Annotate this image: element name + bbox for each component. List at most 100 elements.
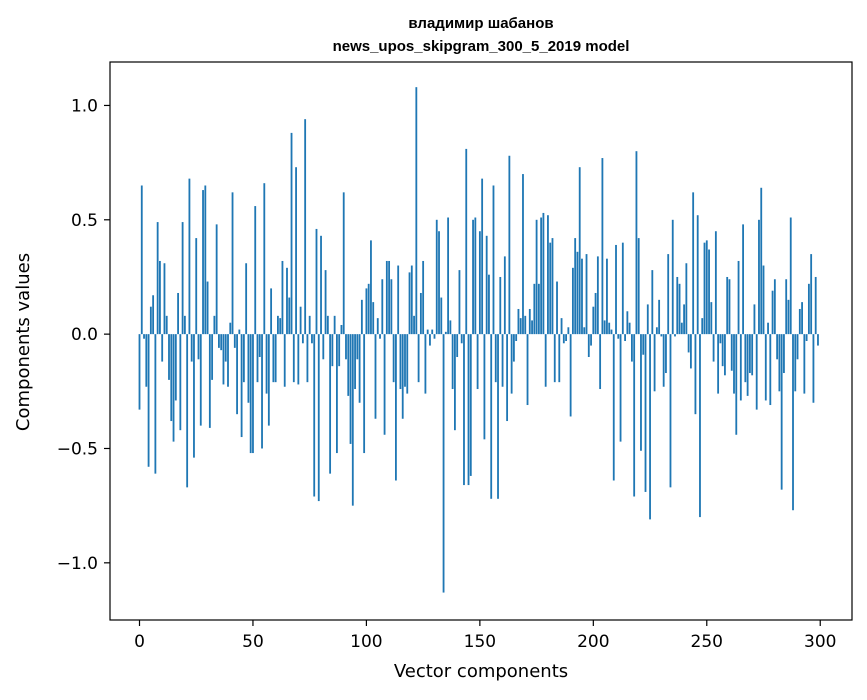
bar-92 — [347, 334, 350, 396]
bar-256 — [719, 334, 722, 344]
bar-66 — [288, 297, 291, 335]
bar-224 — [646, 304, 649, 335]
bar-46 — [242, 334, 245, 383]
bar-122 — [415, 87, 418, 335]
bar-15 — [172, 334, 175, 442]
bar-263 — [735, 334, 738, 435]
bar-275 — [762, 265, 765, 335]
bar-185 — [558, 334, 561, 383]
bar-296 — [810, 254, 813, 335]
bar-111 — [390, 279, 393, 335]
bar-0 — [138, 334, 141, 410]
bar-131 — [435, 219, 438, 335]
bar-73 — [304, 119, 307, 335]
bar-162 — [506, 334, 509, 422]
bar-164 — [510, 334, 513, 394]
bar-195 — [581, 258, 583, 335]
bar-101 — [367, 283, 370, 335]
bar-248 — [701, 318, 704, 335]
bar-82 — [324, 270, 327, 335]
bar-72 — [301, 334, 304, 344]
bar-58 — [270, 288, 273, 335]
bar-227 — [653, 334, 656, 392]
bar-91 — [345, 334, 347, 360]
bar-206 — [606, 258, 608, 335]
bar-96 — [356, 334, 359, 360]
bar-255 — [717, 334, 720, 394]
bar-98 — [360, 299, 363, 335]
bar-139 — [454, 334, 456, 431]
bar-220 — [637, 238, 640, 335]
bar-246 — [696, 215, 699, 335]
bar-5 — [149, 306, 152, 335]
bar-24 — [193, 334, 195, 458]
x-tick-label: 50 — [242, 632, 264, 652]
bar-4 — [147, 334, 150, 467]
bar-71 — [299, 306, 302, 335]
bar-266 — [742, 224, 744, 335]
bar-297 — [812, 334, 815, 403]
bar-201 — [594, 292, 597, 335]
bar-129 — [431, 329, 434, 335]
bar-12 — [165, 315, 168, 335]
bar-97 — [358, 334, 361, 403]
bar-194 — [578, 167, 581, 335]
bar-233 — [667, 254, 670, 335]
bar-39 — [227, 334, 229, 387]
bar-81 — [322, 334, 325, 360]
bar-205 — [603, 320, 606, 335]
bar-3 — [145, 334, 148, 387]
bar-94 — [351, 334, 354, 506]
bar-166 — [515, 334, 518, 341]
bar-148 — [474, 217, 477, 335]
bar-14 — [170, 334, 173, 422]
bar-38 — [224, 334, 227, 362]
bar-152 — [483, 334, 486, 440]
bar-10 — [161, 334, 164, 362]
bar-211 — [617, 334, 620, 339]
bar-37 — [222, 334, 225, 385]
bar-61 — [277, 315, 279, 335]
bar-161 — [503, 256, 506, 335]
bar-18 — [179, 334, 182, 431]
bar-62 — [279, 318, 282, 335]
bar-90 — [342, 192, 345, 335]
bar-9 — [159, 260, 161, 335]
bar-121 — [413, 315, 415, 335]
bar-178 — [542, 212, 545, 335]
x-tick-label: 200 — [577, 632, 609, 652]
bar-291 — [798, 308, 801, 335]
bar-210 — [615, 244, 617, 335]
bar-176 — [537, 283, 540, 335]
bar-78 — [315, 228, 318, 335]
bar-47 — [245, 263, 248, 335]
bar-279 — [771, 290, 774, 335]
bar-44 — [238, 329, 241, 335]
bar-43 — [236, 334, 238, 415]
bar-124 — [419, 292, 422, 335]
bar-294 — [805, 334, 808, 341]
bar-168 — [519, 318, 522, 335]
bar-282 — [778, 334, 781, 392]
y-axis: −1.0 −0.5 0.0 0.5 1.0 — [57, 96, 110, 574]
bar-59 — [272, 334, 275, 383]
bar-241 — [685, 263, 688, 335]
bar-271 — [753, 304, 756, 335]
bar-63 — [281, 260, 284, 335]
bar-155 — [490, 334, 493, 499]
bar-60 — [274, 334, 277, 383]
bar-268 — [746, 334, 749, 396]
bar-213 — [621, 242, 624, 335]
bar-80 — [320, 235, 322, 335]
bar-236 — [674, 334, 676, 337]
bar-85 — [331, 334, 334, 367]
bar-127 — [426, 329, 429, 335]
y-tick-label: 0.5 — [71, 211, 98, 231]
bar-141 — [458, 270, 461, 335]
bar-299 — [817, 334, 819, 346]
bar-33 — [213, 315, 216, 335]
bar-45 — [240, 334, 243, 438]
bar-214 — [624, 334, 626, 341]
bar-116 — [401, 334, 404, 419]
